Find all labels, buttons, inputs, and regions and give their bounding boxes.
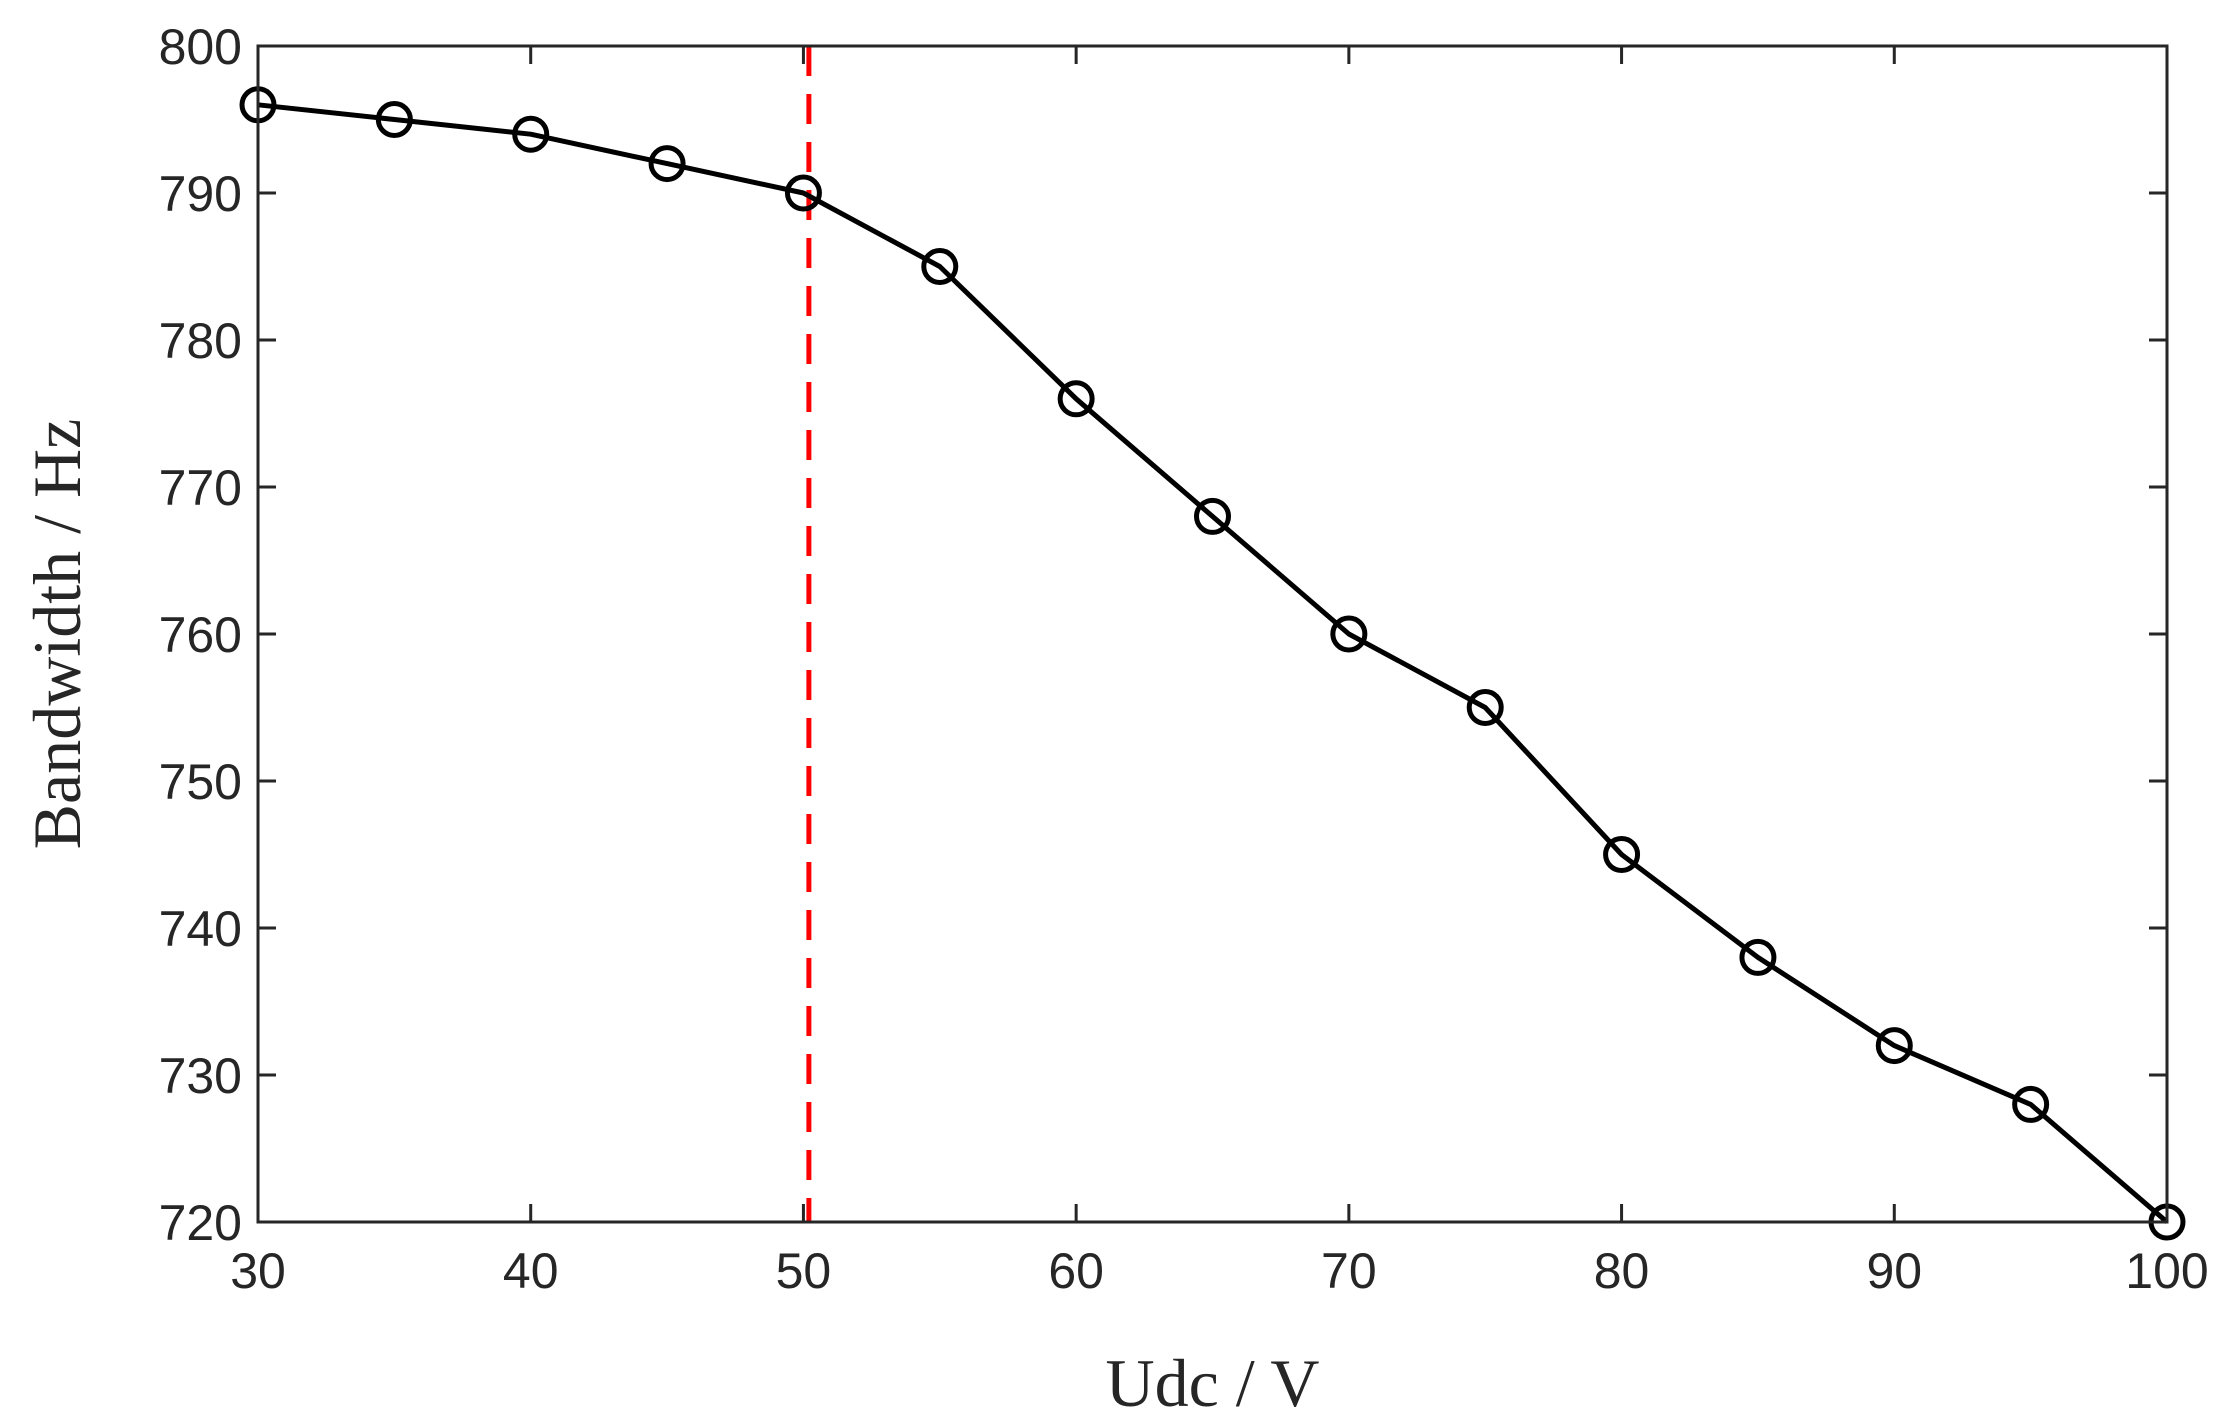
y-tick-label: 750 — [159, 754, 242, 810]
x-tick-label: 30 — [230, 1243, 286, 1299]
x-tick-label: 80 — [1594, 1243, 1650, 1299]
y-tick-label: 720 — [159, 1195, 242, 1251]
series-layer — [239, 86, 2186, 1241]
data-point — [1466, 689, 1504, 726]
y-tick-label: 760 — [159, 607, 242, 663]
data-point — [784, 174, 822, 212]
x-tick-label: 40 — [503, 1243, 559, 1299]
x-tick-label: 100 — [2125, 1243, 2208, 1299]
data-point — [1603, 836, 1641, 873]
data-point — [1330, 615, 1368, 653]
y-tick-label: 780 — [159, 313, 242, 369]
y-tick-label: 790 — [159, 166, 242, 222]
y-tick-label: 730 — [159, 1048, 242, 1104]
data-point — [1194, 497, 1231, 535]
x-tick-label: 70 — [1321, 1243, 1377, 1299]
x-tick-label: 50 — [776, 1243, 832, 1299]
y-tick-label: 770 — [159, 460, 242, 516]
y-tick-label: 740 — [159, 901, 242, 957]
data-point — [375, 101, 413, 138]
ticks-layer: 30 40 50 60 70 80 90 100 720 730 740 750 760 770 780 79… — [159, 19, 2209, 1299]
x-tick-label: 60 — [1048, 1243, 1104, 1299]
data-point — [1057, 380, 1095, 418]
series-line — [257, 102, 2169, 1224]
x-axis-title: Udc / V — [1105, 1345, 1319, 1421]
data-point — [921, 248, 959, 285]
data-point — [1739, 938, 1777, 976]
data-point — [512, 115, 550, 153]
plot-frame — [256, 44, 2169, 1224]
y-tick-label: 800 — [159, 19, 242, 75]
y-axis-title: Bandwidth / Hz — [19, 419, 95, 850]
data-point — [648, 145, 686, 183]
x-tick-label: 90 — [1866, 1243, 1922, 1299]
data-point — [1875, 1027, 1913, 1065]
data-point — [2012, 1085, 2050, 1123]
